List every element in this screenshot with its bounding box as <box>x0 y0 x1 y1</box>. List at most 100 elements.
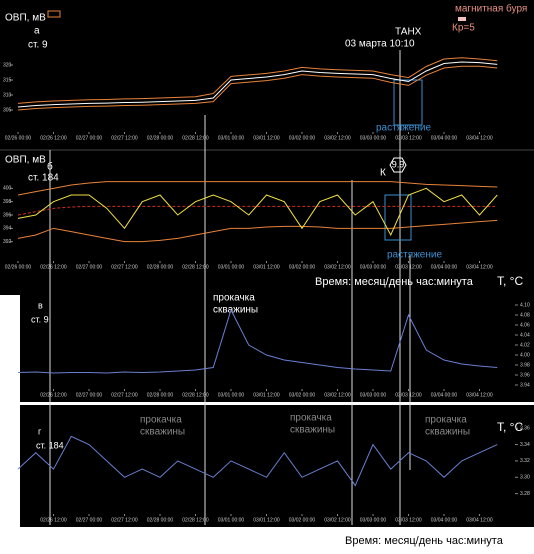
x-tick-label: 03/04 00:00 <box>431 264 458 270</box>
panel-label: в <box>38 300 43 310</box>
y-tick-label: 320 <box>3 62 12 68</box>
x-tick-label: 03/02 12:00 <box>324 517 351 523</box>
annotation: ТАНХ <box>395 27 422 38</box>
y-tick-label: 3.30 <box>520 475 530 481</box>
x-tick-label: 02/27 00:00 <box>76 264 103 270</box>
annotation: прокачка <box>290 413 332 424</box>
y-tick-label: 4.06 <box>520 322 530 328</box>
x-tick-label: 03/01 12:00 <box>253 264 280 270</box>
station-label: ст. 184 <box>36 440 64 450</box>
legend-swatch <box>458 17 466 21</box>
x-tick-label: 03/03 00:00 <box>360 392 387 398</box>
x-tick-label: 02/27 00:00 <box>76 392 103 398</box>
x-tick-label: 02/26 12:00 <box>40 264 67 270</box>
y-tick-label: 398 <box>3 199 12 205</box>
y-tick-label: 3.34 <box>520 442 530 448</box>
stretch-box <box>393 79 423 126</box>
index-marker <box>389 157 407 173</box>
annotation: 03 марта 10:10 <box>345 39 415 50</box>
x-tick-label: 02/27 12:00 <box>111 264 138 270</box>
annotation: скважины <box>290 425 335 436</box>
y-tick-label: 3.94 <box>520 382 530 388</box>
panel-label: б <box>47 161 53 173</box>
x-tick-label: 02/27 00:00 <box>76 517 103 523</box>
y-tick-label: 4.00 <box>520 352 530 358</box>
x-tick-label: 02/28 00:00 <box>147 135 174 141</box>
x-tick-label: 03/02 00:00 <box>289 264 316 270</box>
annotation: растяжение <box>376 123 431 134</box>
x-tick-label: 03/01 12:00 <box>253 392 280 398</box>
x-tick-label: 02/26 12:00 <box>40 135 67 141</box>
x-tick-label: 03/02 12:00 <box>324 392 351 398</box>
x-axis-label: Время: месяц/день час:минута <box>315 276 474 288</box>
series-line <box>17 308 498 374</box>
x-tick-label: 03/03 12:00 <box>395 392 422 398</box>
annotation: прокачка <box>425 415 467 426</box>
series-line <box>17 435 498 487</box>
series-line <box>17 57 498 104</box>
x-tick-label: 02/28 12:00 <box>182 517 209 523</box>
x-tick-label: 03/04 00:00 <box>431 517 458 523</box>
series-line <box>17 205 498 216</box>
annotation: скважины <box>425 427 470 438</box>
series-line <box>17 187 498 237</box>
series-line <box>17 61 498 108</box>
series-line <box>17 65 498 111</box>
annotation: прокачка <box>213 293 255 304</box>
x-tick-label: 03/04 12:00 <box>466 135 493 141</box>
y2-axis-label: Т, °С <box>497 274 523 288</box>
station-label: ст. 184 <box>28 173 59 184</box>
y-tick-label: 396 <box>3 212 12 218</box>
y-tick-label: 310 <box>3 92 12 98</box>
y-tick-label: 3.32 <box>520 458 530 464</box>
x-tick-label: 03/02 00:00 <box>289 392 316 398</box>
x-tick-label: 03/03 00:00 <box>360 264 387 270</box>
panel-d-background <box>20 405 534 527</box>
x-tick-label: 02/28 00:00 <box>147 392 174 398</box>
y-tick-label: 3.36 <box>520 426 530 432</box>
y-axis-label: ОВП, мВ <box>5 13 46 24</box>
x-tick-label: 03/04 12:00 <box>466 392 493 398</box>
panel-c-background <box>20 295 534 402</box>
annotation: К <box>380 168 386 179</box>
x-tick-label: 02/27 12:00 <box>111 517 138 523</box>
series-line <box>17 219 498 243</box>
station-label: ст. 9 <box>31 314 49 324</box>
x-tick-label: 03/01 12:00 <box>253 135 280 141</box>
y-tick-label: 3.28 <box>520 491 530 497</box>
x-tick-label: 03/04 12:00 <box>466 264 493 270</box>
x-tick-label: 02/28 00:00 <box>147 517 174 523</box>
x-tick-label: 03/01 00:00 <box>218 392 245 398</box>
y-axis-label: ОВП, мВ <box>5 155 46 166</box>
x-tick-label: 03/04 00:00 <box>431 135 458 141</box>
y-tick-label: 4.10 <box>520 302 530 308</box>
x-tick-label: 03/02 00:00 <box>289 517 316 523</box>
station-label: ст. 9 <box>28 40 48 51</box>
x-tick-label: 02/28 12:00 <box>182 392 209 398</box>
y-tick-label: 4.08 <box>520 312 530 318</box>
y-axis-label: Т, °С <box>497 420 523 434</box>
annotation: скважины <box>213 305 258 316</box>
y-tick-label: 4.02 <box>520 342 530 348</box>
x-tick-label: 03/02 12:00 <box>324 135 351 141</box>
series-line <box>17 181 498 196</box>
x-tick-label: 02/27 00:00 <box>76 135 103 141</box>
y-tick-label: 4.04 <box>520 332 530 338</box>
y-tick-label: 3.98 <box>520 362 530 368</box>
x-tick-label: 02/28 00:00 <box>147 264 174 270</box>
x-tick-label: 02/26 00:00 <box>5 264 32 270</box>
panel-label: г <box>38 426 42 436</box>
y-tick-label: 305 <box>3 107 12 113</box>
x-tick-label: 03/03 12:00 <box>395 264 422 270</box>
x-tick-label: 03/01 12:00 <box>253 517 280 523</box>
x-tick-label: 03/02 12:00 <box>324 264 351 270</box>
x-tick-label: 02/28 12:00 <box>182 264 209 270</box>
annotation: растяжение <box>387 250 442 261</box>
x-tick-label: 03/03 12:00 <box>395 517 422 523</box>
y-tick-label: 394 <box>3 226 12 232</box>
y-tick-label: 400 <box>3 186 12 192</box>
x-tick-label: 02/26 12:00 <box>40 392 67 398</box>
y-tick-label: 392 <box>3 239 12 245</box>
annotation: магнитная буря <box>455 3 527 15</box>
